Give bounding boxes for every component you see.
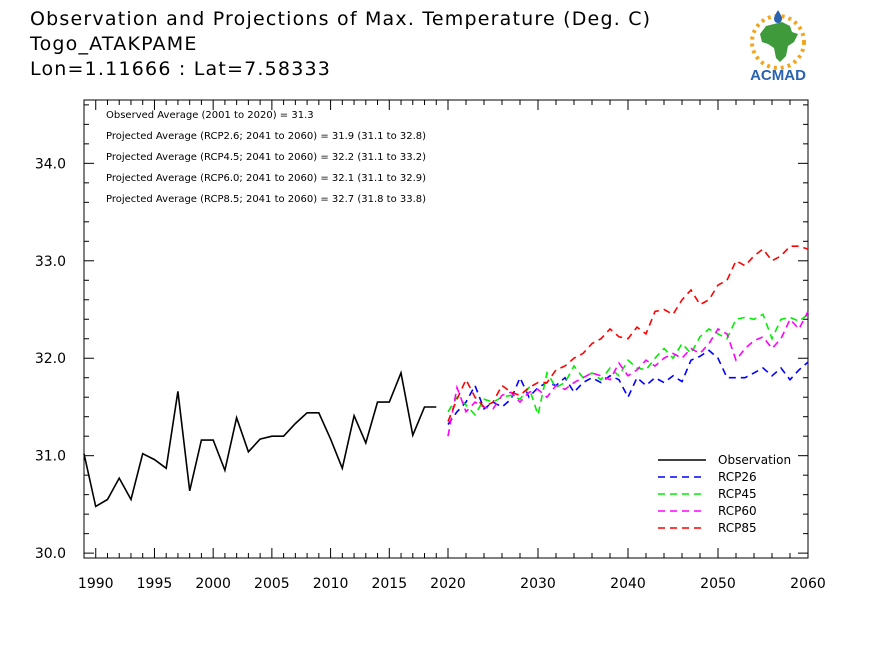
chart-title: Observation and Projections of Max. Temp… — [30, 8, 652, 30]
x-tick-label: 2030 — [520, 576, 556, 592]
tick-labels: 30.0 31.0 32.0 33.0 34.0 1990 1995 2000 2005 2010… — [35, 156, 826, 592]
legend-label-rcp60: RCP60 — [718, 504, 757, 518]
logo-africa-icon — [760, 22, 798, 62]
legend-label-observation: Observation — [718, 453, 791, 467]
x-tick-label: 2000 — [195, 576, 231, 592]
annotation-rcp60: Projected Average (RCP6.0; 2041 to 2060)… — [106, 173, 426, 184]
plot-frame — [83, 99, 809, 559]
annotations: Observed Average (2001 to 2020) = 31.3 P… — [106, 110, 426, 205]
legend-label-rcp45: RCP45 — [718, 487, 757, 501]
x-tick-label: 2010 — [313, 576, 349, 592]
series-rcp60 — [447, 311, 809, 437]
station-name: Togo_ATAKPAME — [30, 33, 198, 55]
y-tick-label: 31.0 — [35, 449, 66, 465]
logo-text: ACMAD — [750, 67, 806, 84]
series-rcp26 — [447, 349, 809, 425]
annotation-observed: Observed Average (2001 to 2020) = 31.3 — [106, 110, 314, 121]
y-tick-label: 30.0 — [35, 546, 66, 562]
x-tick-label: 1995 — [137, 576, 173, 592]
x-tick-label: 2020 — [430, 576, 466, 592]
x-tick-label: 2040 — [610, 576, 646, 592]
logo-droplet-icon — [774, 10, 782, 23]
x-tick-label: 1990 — [78, 576, 114, 592]
x-tick-label: 2060 — [790, 576, 826, 592]
acmad-logo: ACMAD — [750, 10, 806, 84]
annotation-rcp26: Projected Average (RCP2.6; 2041 to 2060)… — [106, 131, 426, 142]
series-observation — [83, 370, 437, 508]
legend: Observation RCP26 RCP45 RCP60 RCP85 — [658, 453, 791, 535]
series-layer — [83, 245, 809, 508]
x-tick-label: 2015 — [371, 576, 407, 592]
x-tick-label: 2005 — [254, 576, 290, 592]
y-tick-label: 33.0 — [35, 254, 66, 270]
axis-ticks — [84, 100, 809, 558]
station-coordinates: Lon=1.11666 : Lat=7.58333 — [30, 58, 332, 80]
series-rcp85 — [447, 245, 809, 422]
annotation-rcp85: Projected Average (RCP8.5; 2041 to 2060)… — [106, 194, 426, 205]
y-tick-label: 32.0 — [35, 351, 66, 367]
y-tick-label: 34.0 — [35, 156, 66, 172]
legend-label-rcp26: RCP26 — [718, 470, 757, 484]
series-rcp45 — [447, 313, 809, 418]
legend-label-rcp85: RCP85 — [718, 521, 757, 535]
annotation-rcp45: Projected Average (RCP4.5; 2041 to 2060)… — [106, 152, 426, 163]
x-tick-label: 2050 — [700, 576, 736, 592]
